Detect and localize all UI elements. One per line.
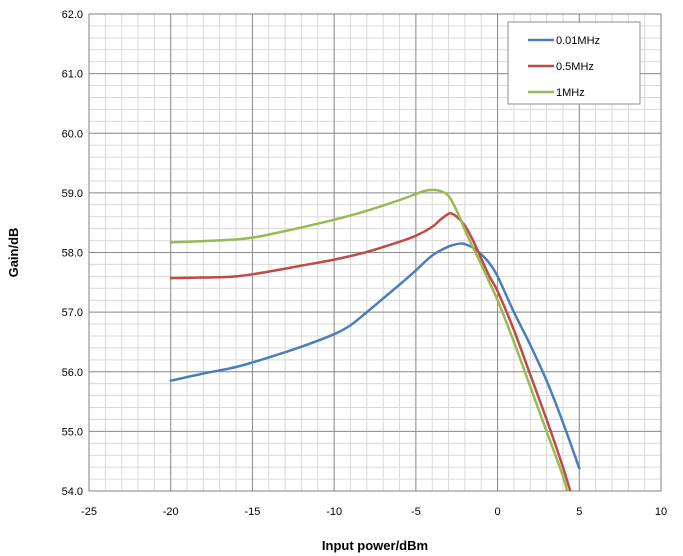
x-tick-label: -5 bbox=[411, 506, 421, 518]
x-tick-label: -25 bbox=[81, 506, 97, 518]
legend-box bbox=[507, 21, 641, 105]
x-tick-label: 10 bbox=[655, 506, 667, 518]
x-tick-label: -20 bbox=[163, 506, 179, 518]
legend: 0.01MHz 0.5MHz 1MHz bbox=[507, 21, 641, 105]
y-tick-label: 58.0 bbox=[62, 248, 83, 260]
series-line-3 bbox=[169, 188, 569, 491]
series-lines bbox=[169, 188, 581, 491]
y-tick-label: 59.0 bbox=[62, 188, 83, 200]
series-line-1 bbox=[169, 242, 581, 470]
x-tick-label: 0 bbox=[495, 506, 501, 518]
y-tick-labels: 54.0 55.0 56.0 57.0 58.0 59.0 60.0 61.0 62.0 bbox=[62, 9, 83, 498]
y-tick-label: 54.0 bbox=[62, 486, 83, 498]
x-tick-label: -15 bbox=[244, 506, 260, 518]
plot-area-border bbox=[88, 13, 662, 492]
y-tick-label: 61.0 bbox=[62, 69, 83, 81]
x-tick-labels: -25 -20 -15 -10 -5 0 5 10 bbox=[81, 506, 667, 518]
y-tick-label: 60.0 bbox=[62, 128, 83, 140]
y-tick-label: 56.0 bbox=[62, 367, 83, 379]
y-tick-label: 55.0 bbox=[62, 426, 83, 438]
legend-label: 0.5MHz bbox=[556, 61, 594, 73]
x-tick-label: -10 bbox=[326, 506, 342, 518]
series-line-2 bbox=[169, 211, 572, 491]
x-axis-title: Input power/dBm bbox=[322, 538, 428, 553]
y-axis-title: Gain/dB bbox=[6, 228, 21, 278]
legend-label: 0.01MHz bbox=[556, 35, 600, 47]
y-tick-label: 57.0 bbox=[62, 307, 83, 319]
legend-label: 1MHz bbox=[556, 87, 585, 99]
y-tick-label: 62.0 bbox=[62, 9, 83, 21]
x-tick-label: 5 bbox=[576, 506, 582, 518]
